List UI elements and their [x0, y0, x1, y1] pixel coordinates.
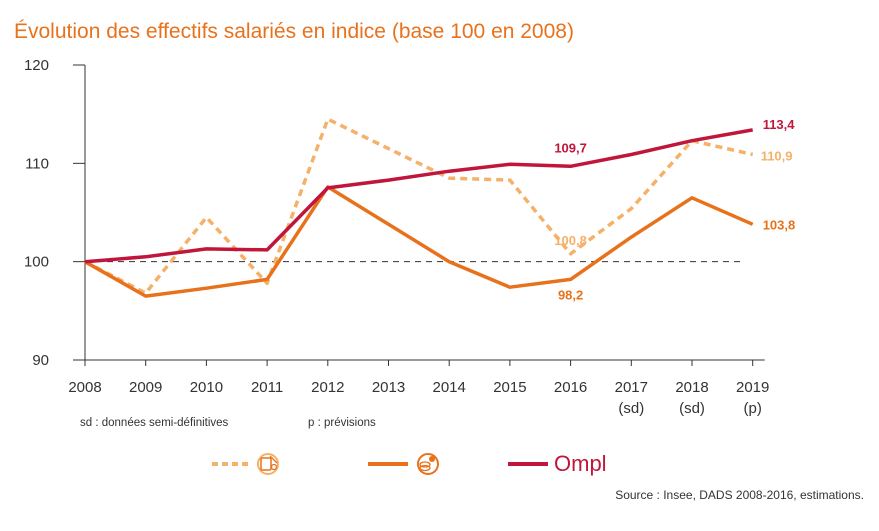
data-label-ompl: 113,4 [763, 117, 796, 132]
y-tick-label: 120 [24, 57, 49, 74]
note-sd: sd : données semi-définitives [80, 417, 229, 429]
x-tick-label: 2012 [311, 379, 344, 396]
x-tick-label: 2015 [493, 379, 526, 396]
y-tick-label: 110 [25, 155, 49, 172]
data-label-ompl: 109,7 [554, 140, 587, 155]
legend: Ompl [212, 451, 607, 476]
y-tick-label: 90 [32, 352, 49, 369]
legend-item-solid-orange [368, 453, 439, 475]
series-line-dashed [84, 117, 754, 295]
note-p: p : prévisions [308, 417, 376, 429]
x-tick-label: 2013 [372, 379, 405, 396]
axes-layer: 90 100 110 120 2008 2009 2010 2011 2012 2013 2014 2… [24, 57, 769, 417]
data-label-solid-orange: 103,8 [763, 217, 796, 232]
legend-item-dashed [212, 453, 279, 475]
chart-title: Évolution des effectifs salariés en indi… [14, 20, 574, 43]
data-label-solid-orange: 98,2 [558, 287, 583, 302]
x-tick-label: 2009 [129, 379, 162, 396]
x-tick-label: 2011 [251, 379, 283, 396]
x-tick-label: 2016 [554, 379, 587, 396]
x-tick-sublabel: (sd) [679, 400, 705, 417]
data-label-dashed: 100,8 [554, 233, 587, 248]
x-tick-label: 2010 [190, 379, 223, 396]
x-tick-label: 2008 [68, 379, 101, 396]
scissors-tablet-icon [257, 453, 279, 475]
x-tick-label: 2017 [615, 379, 648, 396]
y-tick-label: 100 [24, 254, 49, 271]
x-tick-label: 2014 [433, 379, 466, 396]
data-label-dashed: 110,9 [761, 148, 793, 163]
data-labels-layer: 100,8 110,9 98,2 103,8 109,7 113,4 [554, 117, 795, 302]
source-note: Source : Insee, DADS 2008-2016, estimati… [615, 488, 864, 502]
series-line-solid-orange [84, 185, 754, 298]
series-layer [84, 117, 754, 298]
legend-item-ompl: Ompl [508, 451, 607, 476]
percent-coins-icon [417, 453, 439, 475]
series-line-ompl [84, 128, 754, 264]
x-tick-sublabel: (p) [744, 400, 762, 417]
ompl-logo: Ompl [554, 451, 607, 476]
x-tick-label: 2018 [675, 379, 708, 396]
x-tick-label: 2019 [736, 379, 769, 396]
x-tick-sublabel: (sd) [618, 400, 644, 417]
